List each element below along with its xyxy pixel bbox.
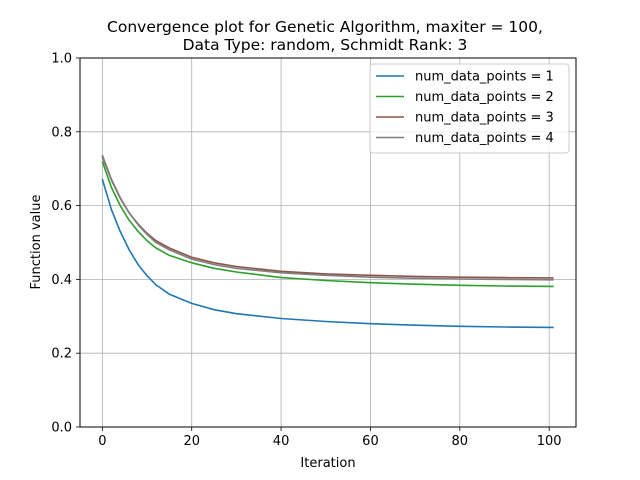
x-tick-label: 20 [183, 434, 200, 449]
axis-ticks: 0 20 40 60 80 100 0.0 0.2 0.4 0.6 0.8 1.0 [51, 52, 561, 450]
y-tick-label: 0.4 [51, 273, 72, 288]
y-tick-label: 0.0 [51, 421, 72, 436]
series-line-1 [101, 178, 554, 329]
series-line-4 [101, 154, 554, 281]
legend-label-4: num_data_points = 4 [415, 131, 554, 146]
y-tick-label: 0.2 [51, 347, 72, 362]
legend-label-1: num_data_points = 1 [415, 70, 554, 85]
y-tick-label: 0.8 [51, 125, 72, 140]
x-tick-label: 80 [452, 434, 469, 449]
y-tick-label: 0.6 [51, 199, 72, 214]
y-tick-label: 1.0 [51, 52, 72, 67]
chart-title-line-1: Convergence plot for Genetic Algorithm, … [107, 18, 543, 36]
x-tick-label: 60 [362, 434, 379, 449]
legend-label-2: num_data_points = 2 [415, 90, 554, 105]
legend-box [369, 63, 570, 154]
x-tick-label: 100 [537, 434, 562, 449]
legend: num_data_points = 1 num_data_points = 2 nu… [369, 63, 570, 154]
series-line-2 [101, 161, 554, 288]
series-lines [101, 154, 554, 329]
plot-frame [79, 57, 577, 428]
chart-title-line-2: Data Type: random, Schmidt Rank: 3 [183, 36, 468, 54]
legend-label-3: num_data_points = 3 [415, 111, 554, 126]
x-axis-label: Iteration [300, 456, 355, 471]
x-tick-label: 0 [98, 434, 106, 449]
y-axis-label: Function value [29, 195, 44, 290]
series-line-3 [101, 156, 554, 279]
x-tick-label: 40 [273, 434, 290, 449]
